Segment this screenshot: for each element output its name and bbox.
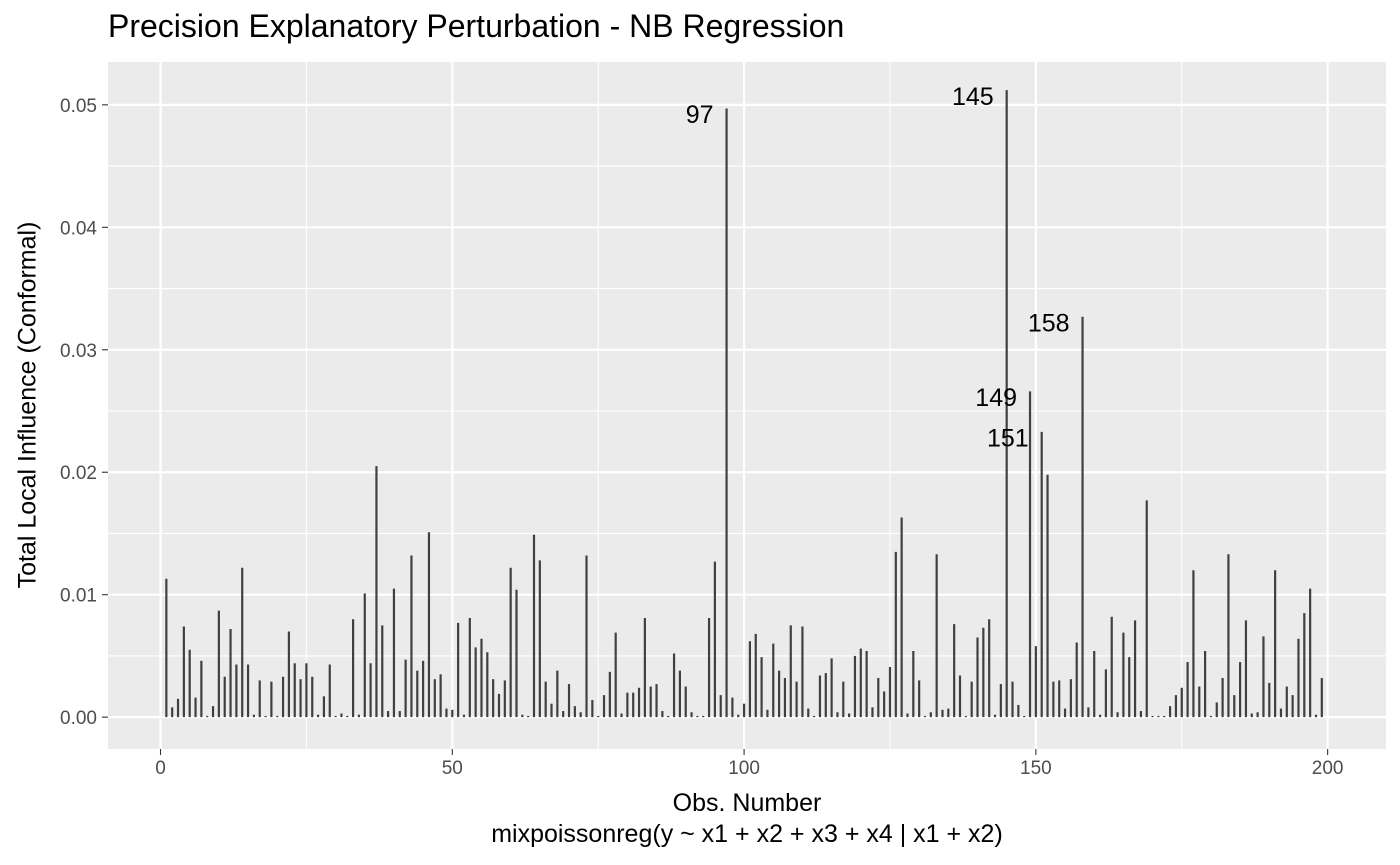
annotations-layer: 97 145 158 149 151 bbox=[686, 83, 1070, 453]
y-axis-label: Total Local Influence (Conformal) bbox=[13, 221, 42, 589]
x-axis-label: Obs. Number bbox=[672, 789, 822, 817]
x-tick-label: 50 bbox=[442, 758, 463, 779]
minor-gridlines bbox=[108, 62, 1386, 749]
x-tick-label: 0 bbox=[155, 758, 166, 779]
bars-layer bbox=[165, 90, 1323, 718]
x-tick-label: 200 bbox=[1312, 758, 1344, 779]
annotation-label: 97 bbox=[686, 101, 714, 129]
y-tick-label: 0.00 bbox=[60, 708, 97, 729]
x-axis: 0 50 100 150 200 bbox=[155, 749, 1343, 779]
annotation-label: 158 bbox=[1028, 309, 1070, 337]
y-tick-label: 0.04 bbox=[60, 218, 97, 239]
annotation-label: 145 bbox=[952, 83, 994, 111]
plot-panel bbox=[108, 62, 1386, 749]
y-tick-label: 0.02 bbox=[60, 463, 97, 484]
annotation-label: 149 bbox=[975, 384, 1017, 412]
x-tick-label: 100 bbox=[728, 758, 760, 779]
y-tick-label: 0.01 bbox=[60, 586, 97, 607]
chart-title: Precision Explanatory Perturbation - NB … bbox=[108, 8, 845, 44]
y-tick-label: 0.03 bbox=[60, 341, 97, 362]
y-tick-label: 0.05 bbox=[60, 96, 97, 117]
y-axis: 0.00 0.01 0.02 0.03 0.04 0.05 bbox=[60, 96, 108, 729]
model-caption: mixpoissonreg(y ~ x1 + x2 + x3 + x4 | x1… bbox=[491, 820, 1003, 848]
x-tick-label: 150 bbox=[1020, 758, 1052, 779]
annotation-label: 151 bbox=[987, 424, 1029, 452]
major-gridlines bbox=[108, 62, 1386, 749]
